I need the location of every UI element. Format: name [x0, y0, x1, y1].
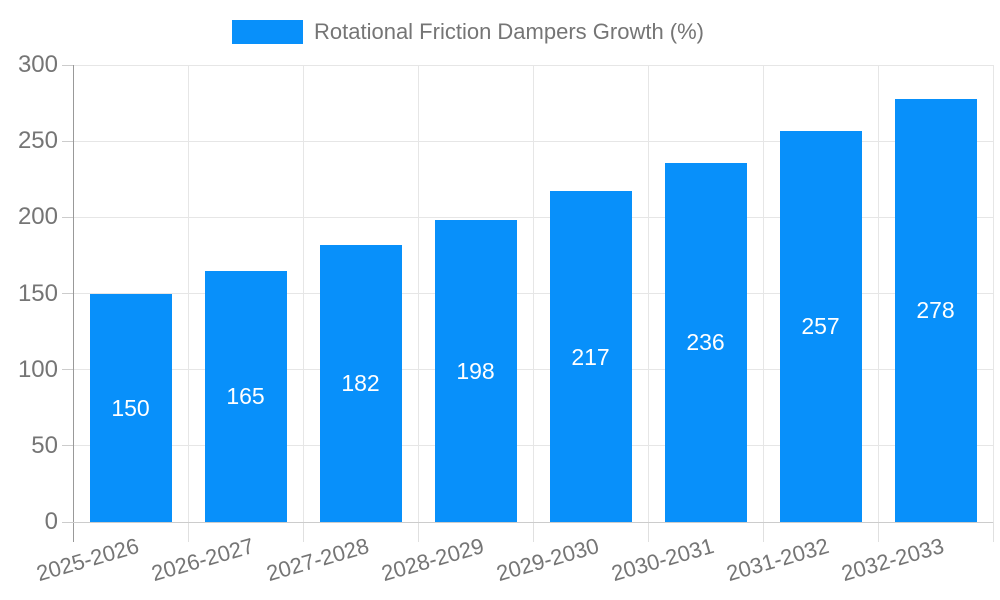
y-axis-tick-label: 100	[17, 355, 58, 383]
bar-value-label: 150	[111, 394, 150, 421]
bar-value-label: 182	[341, 370, 380, 397]
y-axis-tick-label: 150	[17, 279, 58, 307]
y-axis-tick-label: 250	[17, 127, 58, 155]
y-axis-tick	[62, 445, 73, 447]
y-axis-tick	[62, 140, 73, 142]
y-axis-tick-label: 0	[44, 508, 58, 535]
bar-value-label: 278	[916, 297, 955, 324]
bar-2031-2032[interactable]: 257	[779, 130, 862, 522]
y-axis-tick	[62, 521, 73, 523]
bar-value-label: 236	[686, 329, 725, 356]
x-gridline	[762, 65, 764, 522]
x-axis-tick	[762, 522, 764, 542]
x-gridline	[187, 65, 189, 522]
bar-value-label: 198	[456, 358, 495, 385]
x-gridline	[647, 65, 649, 522]
y-axis-tick-label: 50	[31, 431, 58, 459]
bar-2026-2027[interactable]: 165	[204, 270, 287, 522]
x-gridline	[532, 65, 534, 522]
bar-2027-2028[interactable]: 182	[319, 244, 402, 522]
bar-2030-2031[interactable]: 236	[664, 162, 747, 522]
bar-value-label: 257	[801, 313, 840, 340]
bar-value-label: 217	[571, 343, 610, 370]
x-gridline	[417, 65, 419, 522]
x-axis-tick	[877, 522, 879, 542]
x-axis-tick	[417, 522, 419, 542]
legend-label: Rotational Friction Dampers Growth (%)	[314, 19, 705, 44]
y-axis-tick	[62, 216, 73, 218]
y-axis-tick	[62, 64, 73, 66]
plot-area: 150 165 182 198 217 236 257 278	[73, 64, 994, 522]
legend-swatch	[232, 20, 303, 44]
bar-value-label: 165	[226, 383, 265, 410]
y-axis-tick-label: 200	[17, 203, 58, 231]
x-axis-line	[73, 522, 993, 523]
x-gridline	[877, 65, 879, 522]
bar-2025-2026[interactable]: 150	[89, 293, 172, 522]
x-axis-tick	[532, 522, 534, 542]
x-axis-tick	[647, 522, 649, 542]
x-axis-tick	[187, 522, 189, 542]
x-axis-tick	[992, 522, 994, 542]
bar-2032-2033[interactable]: 278	[894, 98, 977, 522]
bar-2028-2029[interactable]: 198	[434, 220, 517, 522]
y-axis-tick	[62, 293, 73, 294]
y-axis-tick-label: 300	[17, 51, 58, 78]
y-axis-line	[73, 65, 74, 542]
bar-2029-2030[interactable]: 217	[549, 191, 632, 522]
y-axis-tick	[62, 369, 73, 371]
x-gridline	[992, 65, 994, 522]
legend-item[interactable]: Rotational Friction Dampers Growth (%)	[232, 19, 704, 45]
x-gridline	[302, 65, 304, 522]
x-axis-tick	[302, 522, 304, 542]
